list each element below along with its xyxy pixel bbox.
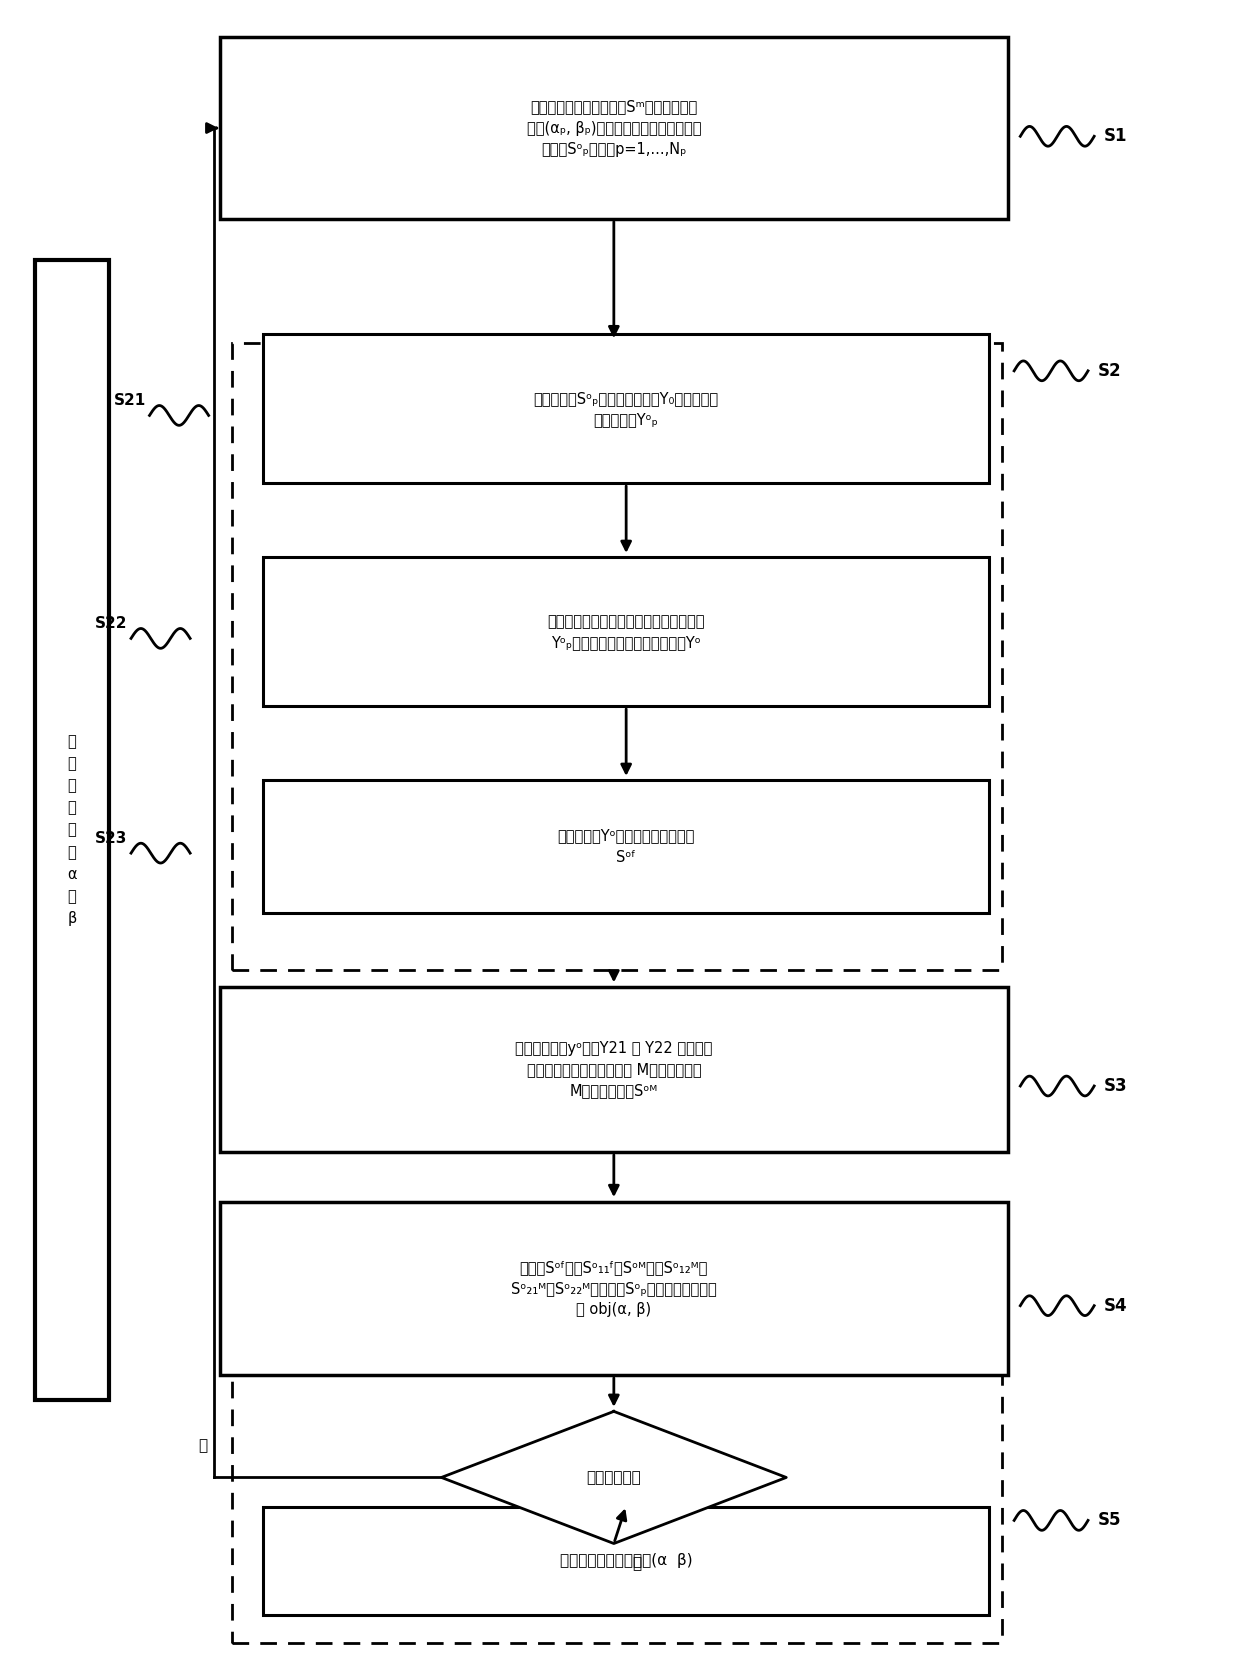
Text: S4: S4 <box>1104 1296 1127 1315</box>
Text: S22: S22 <box>94 616 128 631</box>
Bar <box>219 988 1008 1152</box>
Text: 否: 否 <box>198 1438 207 1452</box>
Bar <box>263 1507 990 1615</box>
Bar <box>219 1202 1008 1374</box>
Text: S23: S23 <box>95 830 128 845</box>
Bar <box>219 37 1008 219</box>
Text: 将散射参数Sᵒₚ，在归一化导纳Y₀下转换为导
纳参数矩阵Yᵒₚ: 将散射参数Sᵒₚ，在归一化导纳Y₀下转换为导 纳参数矩阵Yᵒₚ <box>533 390 719 427</box>
Text: 满足工程精度: 满足工程精度 <box>587 1471 641 1486</box>
Text: S1: S1 <box>1104 128 1127 146</box>
Text: 得到最优的移相因子对(α  β): 得到最优的移相因子对(α β) <box>559 1554 692 1569</box>
Text: S5: S5 <box>1097 1511 1121 1529</box>
Bar <box>263 558 990 706</box>
Text: 调
整
移
相
因
子
α
和
β: 调 整 移 相 因 子 α 和 β <box>67 734 77 926</box>
Text: 是: 是 <box>632 1555 641 1570</box>
Text: 根据导纳参数yᵒ中的Y21 和 Y22 矢量拟合
的极点留数，得到耦合矩阵 M；将耦合矩阵
M转换散射参数Sᵒᴹ: 根据导纳参数yᵒ中的Y21 和 Y22 矢量拟合 的极点留数，得到耦合矩阵 M；… <box>515 1041 713 1097</box>
Bar <box>263 335 990 483</box>
Bar <box>232 1296 1002 1643</box>
Bar <box>232 342 1002 971</box>
Text: S21: S21 <box>114 393 146 408</box>
Polygon shape <box>441 1411 786 1544</box>
Text: 分别取Sᵒᶠ中的Sᵒ₁₁ᶠ和Sᵒᴹ中的Sᵒ₁₂ᴹ、
Sᵒ₂₁ᴹ、Sᵒ₂₂ᴹ与对应的Sᵒₚ，建立综合评价函
数 obj(α, β): 分别取Sᵒᶠ中的Sᵒ₁₁ᶠ和Sᵒᴹ中的Sᵒ₁₂ᴹ、 Sᵒ₂₁ᴹ、Sᵒ₂₂ᴹ与对应… <box>511 1260 717 1316</box>
Text: 根据滤波器原始散射参数Sᵐ和各组移相因
子对(αₚ, βₚ)分别计算去相位加载后的散
射参数Sᵒₚ，其中p=1,...,Nₚ: 根据滤波器原始散射参数Sᵐ和各组移相因 子对(αₚ, βₚ)分别计算去相位加载后… <box>527 100 701 156</box>
Text: S2: S2 <box>1097 362 1121 380</box>
Text: 采用有理函数和矢量拟合算法对导纳参数
Yᵒₚ进行矢量拟合，得到导纳参数Yᵒ: 采用有理函数和矢量拟合算法对导纳参数 Yᵒₚ进行矢量拟合，得到导纳参数Yᵒ <box>547 614 704 649</box>
Text: 将导纳矩阵Yᵒ转换为散射参数矩阵
Sᵒᶠ: 将导纳矩阵Yᵒ转换为散射参数矩阵 Sᵒᶠ <box>558 828 694 865</box>
Bar <box>263 780 990 913</box>
Bar <box>35 261 109 1399</box>
Text: S3: S3 <box>1104 1077 1127 1096</box>
